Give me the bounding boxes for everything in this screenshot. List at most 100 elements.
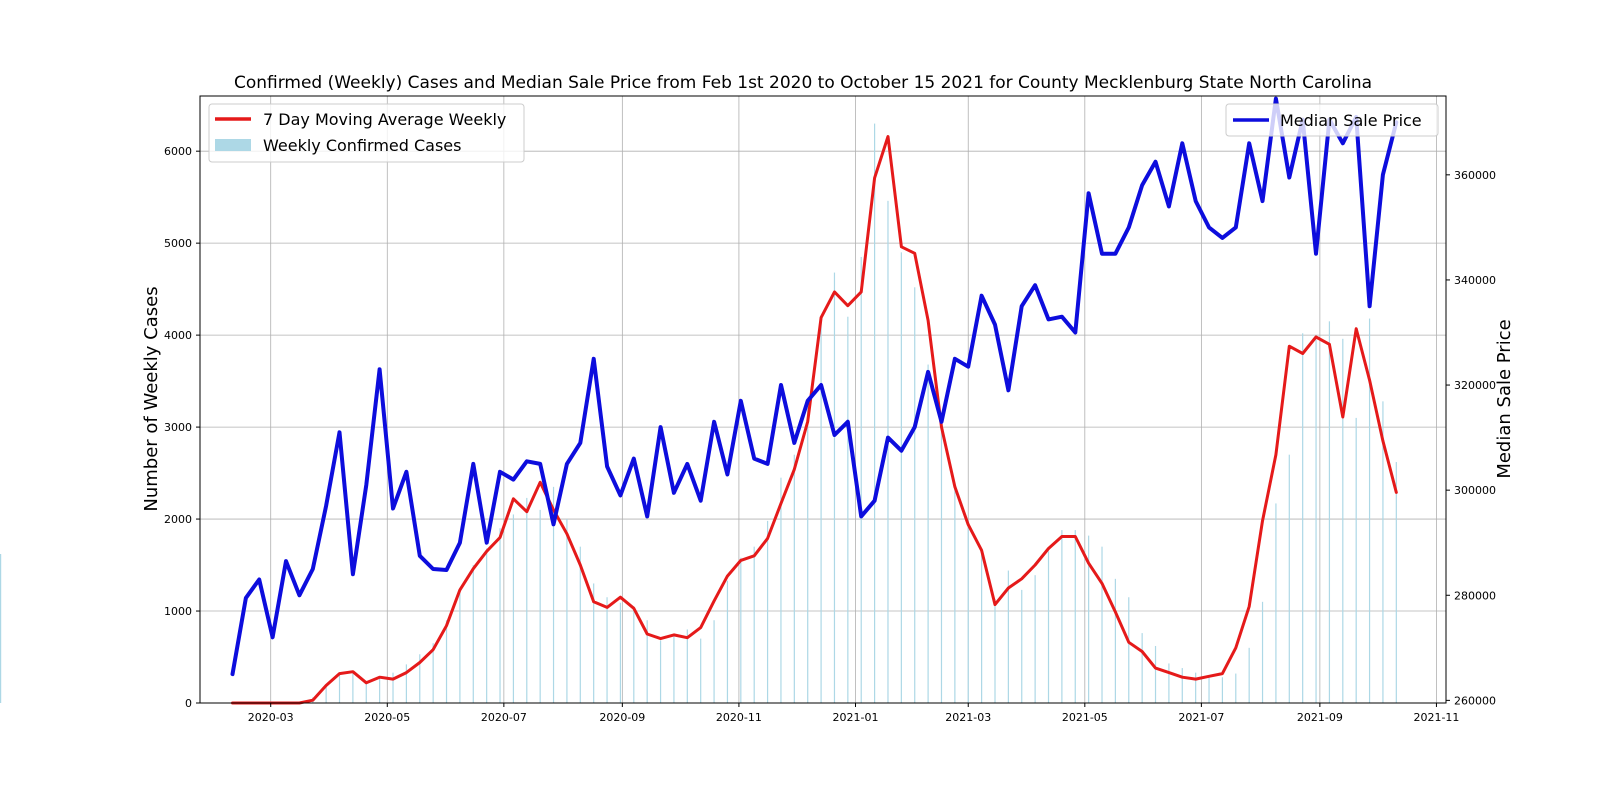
y-left-tick-label: 2000 [164,513,192,526]
weekly-cases-bar [539,509,541,703]
weekly-cases-bar [1128,597,1130,703]
weekly-cases-bar [1382,401,1384,703]
y-left-tick-label: 1000 [164,605,192,618]
weekly-cases-bar [1101,546,1103,703]
weekly-cases-bar [619,602,622,703]
moving-average-line [231,135,1398,705]
legend-price: Median Sale Price [1225,103,1439,137]
y-right-tick-label: 260000 [1454,694,1496,707]
weekly-cases-bar [860,256,862,703]
weekly-cases-bar [1355,417,1357,703]
weekly-cases-bar [1328,321,1331,703]
y-left-tick-label: 5000 [164,237,192,250]
weekly-cases-bar [1221,677,1224,703]
weekly-cases-bar [873,123,876,703]
weekly-cases-bar [954,486,956,703]
x-tick-label: 2021-01 [833,711,879,724]
weekly-cases-bar [713,620,715,703]
weekly-cases-bar [1288,454,1290,703]
weekly-cases-bar [1235,673,1237,703]
weekly-cases-bar [1342,338,1344,703]
weekly-cases-bar [512,514,515,703]
weekly-cases-bar [833,272,836,703]
x-tick-label: 2021-05 [1062,711,1108,724]
weekly-cases-bar [593,583,595,703]
y-left-tick-label: 0 [185,697,192,710]
weekly-cases-bar [606,597,608,703]
weekly-cases-bar [472,565,474,703]
weekly-cases-bar [981,553,983,703]
weekly-cases-bar [820,316,822,703]
x-tick-label: 2020-03 [248,711,294,724]
weekly-cases-bar [566,519,568,703]
weekly-cases-bar [499,528,501,703]
weekly-cases-bars [0,123,1397,703]
weekly-cases-bar [726,580,729,703]
weekly-cases-bar [633,606,635,703]
weekly-cases-bar [847,316,849,703]
plot-area-frame [199,95,1447,704]
y-right-tick-label: 280000 [1454,589,1496,602]
x-tick-label: 2021-11 [1413,711,1459,724]
weekly-cases-bar [793,454,795,703]
weekly-cases-bar [379,676,381,703]
weekly-cases-bar [1168,663,1170,703]
y-right-tick-label: 300000 [1454,484,1496,497]
weekly-cases-bar [1141,633,1143,703]
weekly-cases-bar [900,252,902,703]
median-sale-price-line [230,96,1399,677]
y-right-tick-label: 320000 [1454,379,1496,392]
weekly-cases-bar [579,546,581,703]
weekly-cases-bar [1088,535,1090,703]
x-tick-label: 2020-07 [481,711,527,724]
y-right-tick-label: 360000 [1454,169,1496,182]
series-lines [230,96,1399,705]
weekly-cases-bar [659,640,662,703]
weekly-cases-bar [365,680,367,703]
y-left-tick-label: 4000 [164,329,192,342]
weekly-cases-bar [753,546,755,703]
weekly-cases-bar [994,599,996,703]
weekly-cases-bar [432,643,434,703]
grid-lines [200,96,1446,704]
legend-weekly-cases-label: Weekly Confirmed Cases [263,136,461,155]
weekly-cases-bar [1154,645,1157,703]
x-tick-label: 2020-11 [716,711,762,724]
weekly-cases-bar [1208,675,1210,703]
legend-cases: 7 Day Moving Average Weekly Weekly Confi… [208,103,525,163]
weekly-cases-bar [1261,601,1264,703]
axes: 2020-03 2020-05 2020-07 2020-09 2020-11 2021-… [164,145,1496,724]
weekly-cases-bar [1315,339,1317,703]
weekly-cases-bar [459,588,461,703]
weekly-cases-bar [686,629,688,703]
weekly-cases-bar [927,364,929,703]
weekly-cases-bar [419,654,421,703]
y-axis-right-label: Median Sale Price [1494,319,1515,478]
weekly-cases-bar [940,422,943,703]
weekly-cases-bar [338,673,341,703]
weekly-cases-bar [646,620,648,703]
y-left-tick-label: 3000 [164,421,192,434]
weekly-cases-bar [486,548,488,703]
weekly-cases-bar [1007,570,1009,703]
weekly-cases-bar [1047,551,1050,703]
weekly-cases-bar [1034,575,1036,703]
weekly-cases-bar [1114,578,1116,703]
chart-title: Confirmed (Weekly) Cases and Median Sale… [234,73,1372,93]
weekly-cases-bar [740,557,742,703]
weekly-cases-bar [1248,647,1250,703]
weekly-cases-bar [1195,672,1197,703]
weekly-cases-bar [325,686,327,703]
weekly-cases-bar [700,638,702,703]
weekly-cases-bar [1181,668,1183,703]
weekly-cases-bar [1021,589,1023,703]
y-right-tick-label: 340000 [1454,274,1496,287]
y-axis-left-label: Number of Weekly Cases [141,286,162,511]
weekly-cases-bar [1395,462,1397,703]
legend-moving-average-label: 7 Day Moving Average Weekly [263,110,506,129]
x-tick-label: 2021-07 [1178,711,1224,724]
weekly-cases-bar [0,554,2,703]
weekly-cases-bar [1275,503,1277,703]
y-left-tick-label: 6000 [164,145,192,158]
